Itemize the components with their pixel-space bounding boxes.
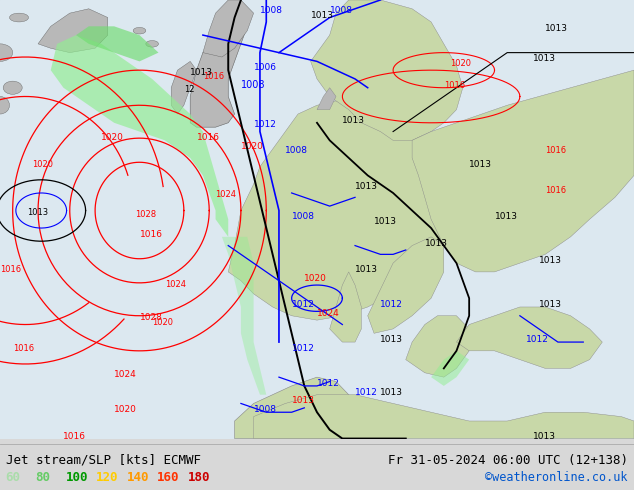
Text: 1013: 1013: [425, 239, 448, 247]
Text: 1012: 1012: [526, 335, 549, 344]
Ellipse shape: [146, 41, 158, 47]
Text: ©weatheronline.co.uk: ©weatheronline.co.uk: [485, 471, 628, 484]
Text: 1012: 1012: [292, 300, 314, 309]
Text: 1012: 1012: [380, 300, 403, 309]
Text: 1013: 1013: [495, 212, 517, 221]
Text: 1008: 1008: [241, 80, 266, 90]
Text: 1016: 1016: [545, 147, 566, 155]
Text: 140: 140: [127, 471, 149, 484]
Text: 1016: 1016: [545, 186, 566, 195]
Polygon shape: [76, 26, 158, 61]
Text: 1013: 1013: [355, 182, 378, 191]
Ellipse shape: [3, 81, 22, 94]
Text: 1012: 1012: [317, 379, 340, 388]
Text: 1013: 1013: [355, 265, 378, 274]
Text: 12: 12: [184, 85, 195, 94]
Polygon shape: [51, 35, 228, 237]
Text: 1013: 1013: [539, 256, 562, 265]
Text: 1028: 1028: [139, 313, 162, 322]
Text: 1013: 1013: [533, 54, 555, 63]
Text: 1016: 1016: [444, 81, 465, 90]
Text: 1020: 1020: [152, 318, 173, 326]
Polygon shape: [171, 61, 197, 114]
Text: 1008: 1008: [254, 405, 276, 414]
Text: 1020: 1020: [101, 133, 124, 142]
Text: 1028: 1028: [135, 210, 157, 220]
Polygon shape: [317, 88, 336, 110]
Text: 1008: 1008: [330, 6, 353, 15]
Text: 1016: 1016: [197, 133, 219, 142]
Text: 1016: 1016: [0, 265, 21, 274]
Polygon shape: [368, 237, 444, 333]
Ellipse shape: [0, 97, 10, 114]
Text: 100: 100: [66, 471, 88, 484]
Polygon shape: [203, 0, 254, 57]
Text: 1024: 1024: [317, 309, 340, 318]
Text: 60: 60: [5, 471, 20, 484]
Text: 1016: 1016: [63, 432, 86, 441]
Text: 1013: 1013: [539, 300, 562, 309]
Polygon shape: [38, 9, 108, 52]
Text: 1013: 1013: [380, 335, 403, 344]
Polygon shape: [412, 70, 634, 272]
Text: 1020: 1020: [450, 59, 471, 68]
Polygon shape: [431, 351, 469, 386]
Ellipse shape: [0, 44, 13, 61]
Text: 160: 160: [157, 471, 179, 484]
Polygon shape: [228, 101, 463, 320]
Text: 1024: 1024: [114, 370, 137, 379]
Text: Fr 31-05-2024 06:00 UTC (12+138): Fr 31-05-2024 06:00 UTC (12+138): [387, 454, 628, 467]
Text: 1013: 1013: [374, 217, 397, 226]
Text: 1013: 1013: [380, 388, 403, 397]
Text: 1016: 1016: [13, 344, 34, 353]
Text: 1020: 1020: [304, 274, 327, 283]
Text: 1013: 1013: [342, 116, 365, 125]
Polygon shape: [222, 237, 266, 395]
Text: 1006: 1006: [254, 63, 276, 72]
Polygon shape: [456, 307, 602, 368]
Polygon shape: [254, 395, 634, 439]
Text: 1013: 1013: [545, 24, 568, 33]
Text: 1008: 1008: [292, 212, 314, 221]
Polygon shape: [235, 377, 361, 439]
Text: 1013: 1013: [311, 11, 333, 20]
Ellipse shape: [10, 13, 29, 22]
Text: 80: 80: [36, 471, 51, 484]
Text: 180: 180: [188, 471, 210, 484]
Text: 1013: 1013: [469, 160, 492, 169]
Polygon shape: [406, 316, 469, 377]
Text: 1012: 1012: [292, 344, 314, 353]
Polygon shape: [311, 0, 463, 140]
Text: 1020: 1020: [32, 160, 53, 169]
Text: 1016: 1016: [139, 230, 162, 239]
Text: Jet stream/SLP [kts] ECMWF: Jet stream/SLP [kts] ECMWF: [6, 454, 202, 467]
Text: 1008: 1008: [260, 6, 283, 15]
Polygon shape: [330, 272, 361, 342]
Text: 1020: 1020: [114, 405, 137, 414]
Text: 1008: 1008: [285, 147, 308, 155]
Polygon shape: [190, 13, 247, 127]
Ellipse shape: [133, 27, 146, 34]
Text: 1024: 1024: [216, 190, 236, 199]
Text: 1013: 1013: [533, 432, 555, 441]
Text: 1013: 1013: [27, 208, 49, 217]
Text: 1013: 1013: [292, 396, 314, 405]
Text: 1012: 1012: [254, 120, 276, 129]
Text: 1013: 1013: [190, 68, 213, 76]
Text: 1012: 1012: [355, 388, 378, 397]
Text: 1024: 1024: [165, 280, 186, 289]
Text: 1016: 1016: [203, 72, 224, 81]
Text: 120: 120: [96, 471, 119, 484]
Text: 1020: 1020: [241, 142, 264, 151]
